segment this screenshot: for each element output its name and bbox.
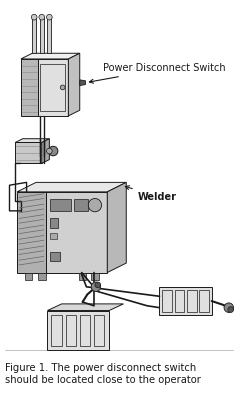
Bar — [48, 310, 109, 350]
Bar — [50, 198, 71, 211]
Circle shape — [31, 14, 37, 20]
Text: should be located close to the operator: should be located close to the operator — [5, 375, 200, 385]
Bar — [51, 315, 62, 346]
Bar — [91, 272, 99, 280]
Polygon shape — [17, 192, 46, 272]
Polygon shape — [17, 182, 126, 192]
Bar — [74, 198, 88, 211]
Bar — [48, 17, 51, 53]
Bar — [40, 17, 44, 53]
Bar — [199, 290, 209, 312]
Text: Welder: Welder — [125, 186, 177, 202]
Bar — [50, 218, 58, 228]
Circle shape — [46, 14, 52, 20]
Circle shape — [88, 198, 102, 212]
Polygon shape — [15, 143, 42, 163]
Polygon shape — [80, 80, 86, 86]
Polygon shape — [48, 304, 124, 310]
Polygon shape — [15, 139, 49, 143]
Circle shape — [95, 282, 101, 288]
Circle shape — [224, 303, 234, 312]
Polygon shape — [107, 182, 126, 272]
Bar — [162, 290, 172, 312]
Text: Figure 1. The power disconnect switch: Figure 1. The power disconnect switch — [5, 363, 196, 373]
Circle shape — [60, 85, 65, 90]
Circle shape — [48, 146, 58, 156]
Circle shape — [91, 282, 101, 292]
Polygon shape — [21, 53, 80, 59]
Polygon shape — [46, 192, 107, 272]
Bar — [25, 272, 32, 280]
Bar — [38, 272, 46, 280]
Bar — [50, 233, 57, 239]
Bar — [187, 290, 196, 312]
Bar — [175, 290, 184, 312]
Polygon shape — [68, 53, 80, 116]
Bar — [66, 315, 76, 346]
Circle shape — [39, 14, 44, 20]
Polygon shape — [38, 59, 68, 116]
Bar — [32, 17, 36, 53]
Bar — [79, 272, 86, 280]
Circle shape — [228, 307, 234, 312]
Bar — [50, 252, 60, 261]
Polygon shape — [42, 139, 49, 163]
Circle shape — [46, 148, 52, 154]
Bar — [94, 315, 104, 346]
Text: Power Disconnect Switch: Power Disconnect Switch — [90, 64, 225, 83]
Bar — [80, 315, 90, 346]
Bar — [40, 64, 64, 111]
Polygon shape — [21, 59, 38, 116]
Bar — [160, 287, 212, 315]
